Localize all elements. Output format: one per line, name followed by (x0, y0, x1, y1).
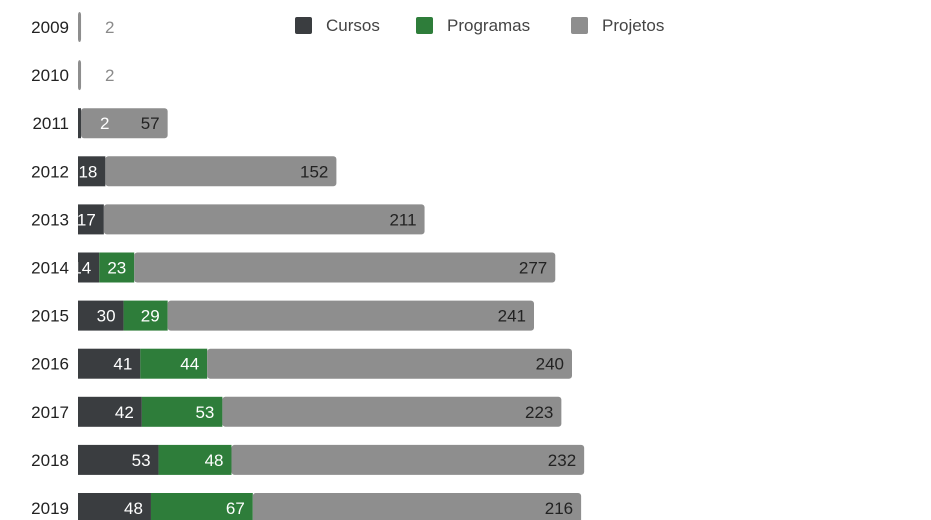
year-label: 2010 (31, 66, 69, 85)
data-label-cursos: 30 (97, 307, 116, 326)
bar-segment-programas (123, 300, 168, 331)
year-label: 2016 (31, 355, 69, 374)
data-label-cursos: 41 (113, 355, 132, 374)
bar-segment-cursos (78, 108, 81, 139)
bar-segment-projetos (78, 12, 82, 42)
bar-segment-cursos (78, 156, 106, 187)
legend-swatch (416, 17, 433, 34)
bar-segment-cursos (78, 444, 159, 475)
bar-segment-cursos (78, 252, 100, 283)
legend-item-projetos[interactable]: Projetos (571, 16, 664, 35)
year-label: 2019 (31, 499, 69, 518)
bar-row-2019: 2019 48 67 216 (31, 493, 582, 520)
bar-row-2011: 2011 57 2 (32, 108, 168, 139)
year-label: 2017 (31, 403, 69, 422)
bar-row-2016: 2016 41 44 240 (31, 348, 572, 379)
bar-segment-programas (141, 396, 223, 427)
year-label: 2011 (32, 114, 69, 133)
bar-row-2009: 2009 2 (31, 12, 115, 42)
legend-swatch (295, 17, 312, 34)
bar-segment-cursos (78, 300, 124, 331)
legend-item-cursos[interactable]: Cursos (295, 16, 380, 35)
bar-segment-projetos (222, 396, 562, 427)
bar-segment-cursos (78, 493, 151, 520)
data-label-projetos: 277 (519, 259, 547, 278)
bar-segment-programas (158, 444, 232, 475)
data-label-programas: 53 (195, 403, 214, 422)
bar-segment-projetos (103, 204, 425, 235)
bar-segment-projetos (78, 60, 82, 91)
year-label: 2015 (31, 307, 69, 326)
data-label-cursos: 53 (132, 451, 151, 470)
data-label-programas: 67 (226, 499, 245, 518)
year-label: 2012 (31, 162, 69, 181)
data-label-projetos: 211 (389, 210, 416, 229)
data-label-cursos: 42 (115, 403, 134, 422)
data-label-projetos: 2 (105, 18, 114, 37)
legend-label: Projetos (602, 16, 664, 35)
data-label-programas: 44 (180, 355, 199, 374)
data-label-projetos: 57 (141, 114, 160, 133)
legend-item-programas[interactable]: Programas (416, 16, 530, 35)
bar-row-2015: 2015 30 29 241 (31, 300, 534, 331)
data-label-projetos: 152 (300, 162, 328, 181)
chart-legend: Cursos Programas Projetos (295, 16, 664, 35)
data-label-cursos: 48 (124, 499, 143, 518)
data-label-programas: 23 (107, 259, 126, 278)
bar-segment-programas (150, 493, 253, 520)
bar-row-2013: 2013 17 211 (31, 204, 425, 235)
bar-segment-projetos (207, 348, 572, 379)
bar-row-2014: 2014 14 23 277 (31, 252, 556, 283)
data-label-programas: 48 (205, 451, 224, 470)
data-label-cursos: 17 (77, 210, 96, 229)
data-label-projetos: 2 (105, 66, 114, 85)
chart-rows: 2009 2 2010 2 2011 57 2 2012 18 152 2013 17 211 2014 1… (31, 12, 585, 520)
data-label-projetos: 223 (525, 403, 553, 422)
legend-swatch (571, 17, 588, 34)
year-label: 2018 (31, 451, 69, 470)
bar-segment-projetos (105, 156, 337, 187)
data-label-cursos: 14 (72, 259, 91, 278)
bar-row-2018: 2018 53 48 232 (31, 444, 585, 475)
data-label-projetos: 240 (536, 355, 564, 374)
data-label-programas: 29 (141, 307, 160, 326)
year-label: 2009 (31, 18, 69, 37)
bar-row-2017: 2017 42 53 223 (31, 396, 562, 427)
bar-segment-cursos (78, 204, 104, 235)
bar-segment-cursos (78, 348, 141, 379)
data-label-projetos: 232 (548, 451, 576, 470)
bar-segment-projetos (231, 444, 585, 475)
year-label: 2013 (31, 210, 69, 229)
data-label-extra: 2 (100, 114, 109, 133)
bar-segment-programas (140, 348, 208, 379)
bar-row-2012: 2012 18 152 (31, 156, 337, 187)
data-label-projetos: 216 (545, 499, 573, 518)
legend-label: Cursos (326, 16, 380, 35)
bar-row-2010: 2010 2 (31, 60, 115, 91)
bar-segment-projetos (81, 108, 168, 139)
legend-label: Programas (447, 16, 530, 35)
data-label-cursos: 18 (78, 162, 97, 181)
data-label-projetos: 241 (498, 307, 526, 326)
bar-segment-cursos (78, 396, 142, 427)
bar-segment-projetos (134, 252, 556, 283)
bar-segment-projetos (167, 300, 534, 331)
bar-segment-programas (99, 252, 135, 283)
year-label: 2014 (31, 259, 69, 278)
bar-segment-projetos (252, 493, 582, 520)
